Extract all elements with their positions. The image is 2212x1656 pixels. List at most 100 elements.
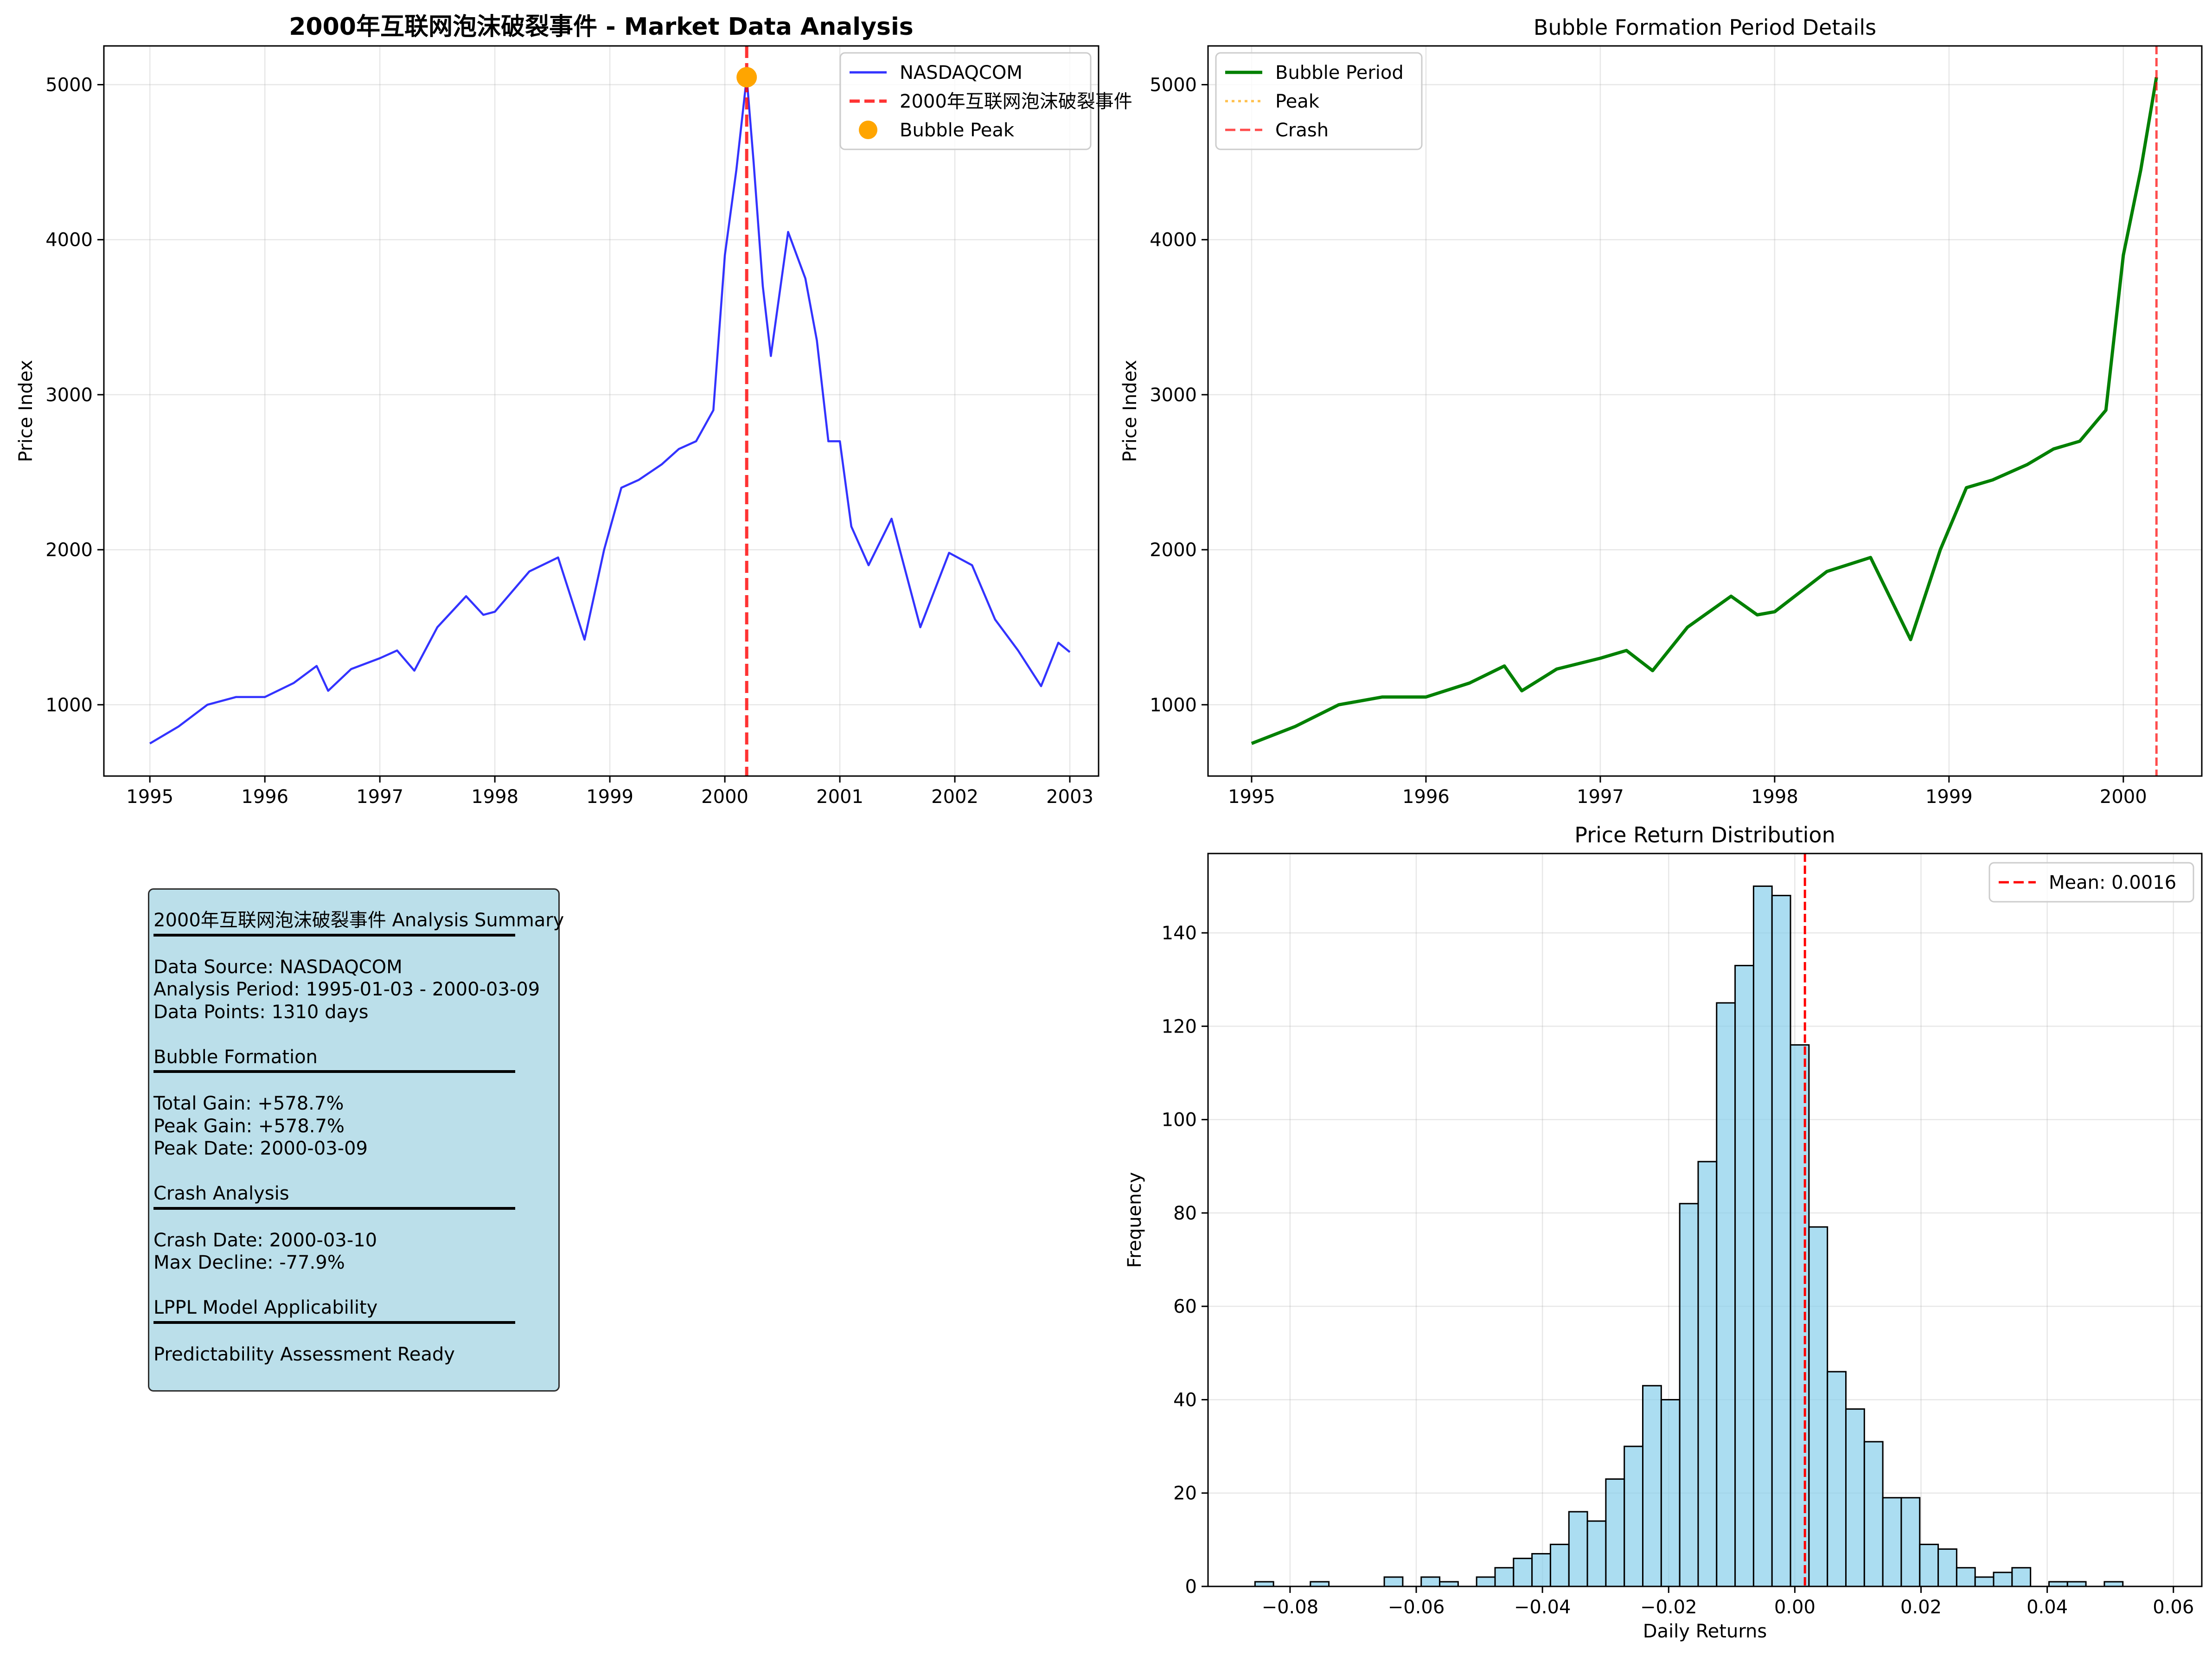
histogram-bar [1716, 1002, 1736, 1586]
x-tick-label: 1999 [1925, 786, 1973, 808]
summary-data-points: Data Points: 1310 days [153, 1001, 369, 1023]
histogram-bar [1808, 1226, 1828, 1586]
y-tick-label: 4000 [45, 230, 93, 251]
x-tick-label: 1996 [1402, 786, 1450, 808]
x-tick-label: −0.08 [1262, 1597, 1319, 1618]
chart-panel-2: 1995 1996 1997 1998 1999 2000 1000 2000 3000 4000… [1119, 15, 2203, 808]
histogram-bar [1254, 1581, 1274, 1586]
y-tick-label: 100 [1162, 1110, 1197, 1131]
legend-box [1215, 52, 1423, 150]
legend-box [1988, 862, 2194, 903]
histogram-bar [1679, 1203, 1699, 1586]
x-tick-label: 1998 [1751, 786, 1798, 808]
bubble-peak-marker [736, 67, 757, 88]
chart-panel-1: 1995 1996 1997 1998 1999 2000 2001 2002 2003 1000… [15, 13, 1132, 808]
histogram-bar [1310, 1581, 1330, 1586]
summary-divider [153, 1207, 515, 1210]
summary-box [148, 888, 560, 1392]
x-tick-label: 0.06 [2153, 1597, 2194, 1618]
x-tick-label: −0.04 [1514, 1597, 1571, 1618]
histogram-bar [1734, 965, 1754, 1586]
summary-analysis-period: Analysis Period: 1995-01-03 - 2000-03-09 [153, 979, 540, 1000]
summary-crash-date: Crash Date: 2000-03-10 [153, 1229, 377, 1251]
histogram-bar [1531, 1553, 1551, 1586]
legend-marker [859, 121, 877, 139]
histogram-bar [1900, 1497, 1921, 1586]
histogram-bar [2066, 1581, 2087, 1586]
legend-label: Crash [1275, 120, 1329, 141]
legend-label: 2000年互联网泡沫破裂事件 [900, 91, 1132, 112]
histogram-bar [2048, 1581, 2068, 1586]
summary-divider [153, 1070, 515, 1073]
x-tick-label: 1997 [356, 786, 403, 808]
histogram-bar [1624, 1445, 1644, 1586]
histogram-bar [1827, 1371, 1847, 1586]
summary-lppl-heading: LPPL Model Applicability [153, 1297, 378, 1318]
chart-title: 2000年互联网泡沫破裂事件 - Market Data Analysis [289, 13, 914, 41]
y-tick-label: 80 [1173, 1203, 1197, 1224]
x-tick-label: 1998 [471, 786, 518, 808]
histogram-bar [1790, 1044, 1810, 1586]
x-tick-label: 1995 [1228, 786, 1275, 808]
summary-crash-heading: Crash Analysis [153, 1183, 289, 1204]
summary-peak-date: Peak Date: 2000-03-09 [153, 1138, 368, 1159]
x-tick-label: 1995 [126, 786, 173, 808]
y-tick-label: 0 [1185, 1576, 1197, 1598]
legend-label: Mean: 0.0016 [2049, 872, 2176, 893]
histogram-bar [1605, 1478, 1625, 1586]
x-tick-label: 2000 [2100, 786, 2147, 808]
legend-label: Peak [1275, 91, 1320, 112]
y-tick-label: 20 [1173, 1483, 1197, 1504]
x-axis-label: Daily Returns [1643, 1621, 1767, 1642]
histogram-bar [1845, 1408, 1865, 1586]
y-tick-label: 1000 [1150, 694, 1197, 716]
plot-data [1251, 46, 2158, 776]
summary-divider [153, 933, 515, 937]
summary-title: 2000年互联网泡沫破裂事件 Analysis Summary [153, 910, 564, 931]
y-tick-label: 2000 [45, 539, 93, 561]
x-tick-label: 1996 [241, 786, 288, 808]
plot-data [1254, 854, 2124, 1586]
histogram-bar [1863, 1441, 1884, 1586]
histogram-bar [1919, 1543, 1939, 1586]
histogram-bar [1697, 1161, 1718, 1586]
chart-title: Bubble Formation Period Details [1534, 15, 1876, 40]
x-tick-label: 2001 [816, 786, 863, 808]
plot-frame [1207, 45, 2203, 777]
plot-data [149, 46, 1071, 776]
chart-panel-3: −0.08 −0.06 −0.04 −0.02 0.00 0.02 0.04 0.06 0 20 4… [1124, 822, 2203, 1642]
histogram-bar [2011, 1567, 2032, 1586]
summary-predictability: Predictability Assessment Ready [153, 1343, 455, 1365]
legend-box [839, 52, 1092, 150]
x-tick-label: 2000 [701, 786, 748, 808]
series-line-nasdaqcom [149, 76, 1071, 745]
histogram-bar [1549, 1543, 1570, 1586]
chart-title: Price Return Distribution [1574, 822, 1835, 847]
y-tick-label: 5000 [1150, 75, 1197, 96]
histogram-bar [1494, 1567, 1515, 1586]
legend-label: Bubble Peak [900, 120, 1015, 141]
y-axis-label: Price Index [15, 360, 37, 462]
histogram-bar [1420, 1576, 1441, 1586]
histogram-bar [1586, 1520, 1607, 1586]
y-tick-label: 60 [1173, 1296, 1197, 1317]
x-tick-label: 0.04 [2027, 1597, 2068, 1618]
y-tick-label: 120 [1162, 1016, 1197, 1037]
histogram-bar [1642, 1385, 1662, 1586]
histogram-bar [1476, 1576, 1496, 1586]
y-axis-label: Price Index [1119, 360, 1141, 462]
histogram-bar [1937, 1548, 1957, 1586]
y-tick-label: 3000 [1150, 385, 1197, 406]
x-tick-label: 2003 [1046, 786, 1093, 808]
histogram-bar [1439, 1581, 1459, 1586]
y-tick-label: 5000 [45, 75, 93, 96]
legend-label: Bubble Period [1275, 62, 1404, 83]
summary-max-decline: Max Decline: -77.9% [153, 1252, 345, 1273]
y-tick-label: 3000 [45, 385, 93, 406]
x-tick-label: −0.02 [1640, 1597, 1697, 1618]
histogram-bar [1660, 1399, 1681, 1586]
summary-text: 2000年互联网泡沫破裂事件 Analysis Summary Data Sou… [153, 909, 571, 1366]
plot-frame [1207, 853, 2203, 1587]
y-tick-label: 4000 [1150, 230, 1197, 251]
